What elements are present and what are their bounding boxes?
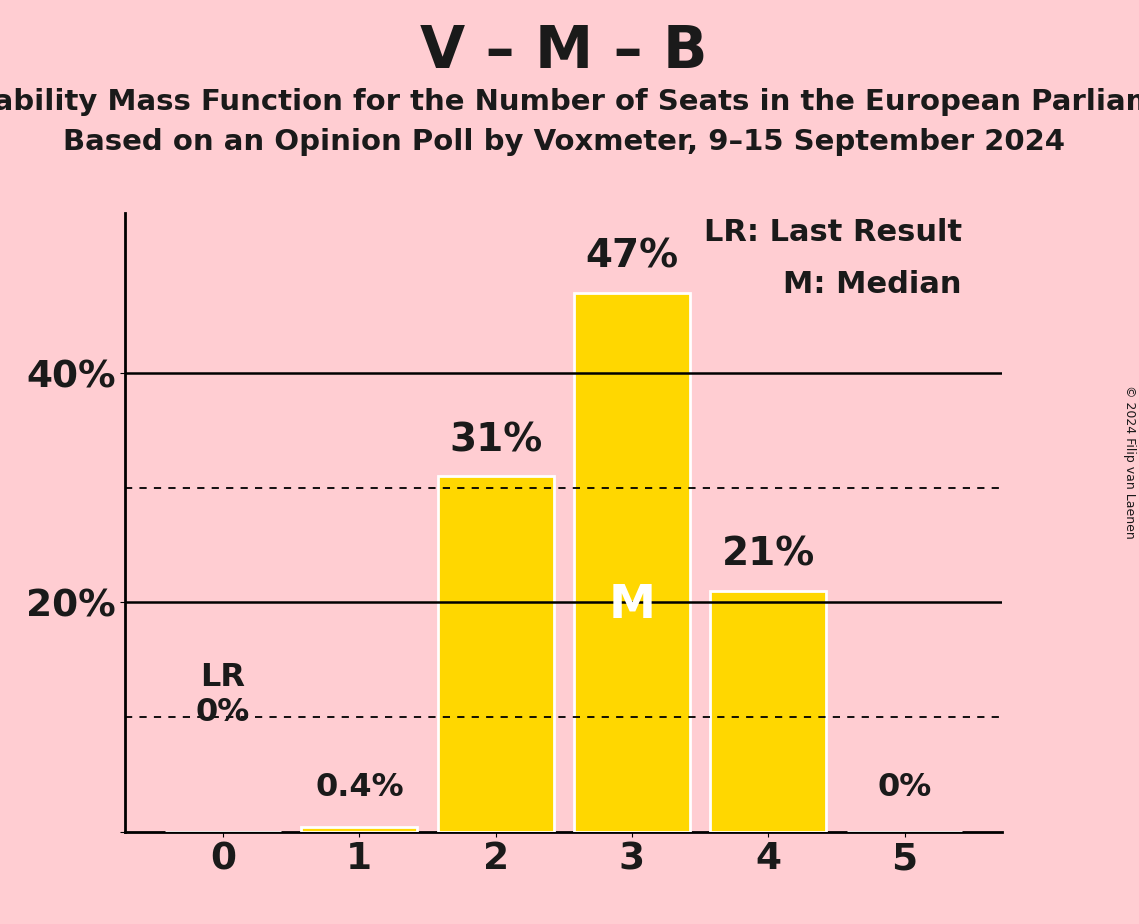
Text: LR: Last Result: LR: Last Result [704, 218, 961, 248]
Text: 47%: 47% [585, 237, 679, 275]
Bar [711, 590, 826, 832]
Text: M: M [608, 583, 655, 627]
Bar [574, 293, 690, 832]
Text: 31%: 31% [449, 421, 542, 459]
Text: Probability Mass Function for the Number of Seats in the European Parliament: Probability Mass Function for the Number… [0, 88, 1139, 116]
Bar [437, 476, 554, 832]
Text: © 2024 Filip van Laenen: © 2024 Filip van Laenen [1123, 385, 1137, 539]
Text: LR
0%: LR 0% [196, 662, 251, 728]
Text: M: Median: M: Median [784, 270, 961, 298]
Bar [302, 827, 417, 832]
Text: 21%: 21% [722, 536, 814, 574]
Text: 0%: 0% [877, 772, 932, 803]
Text: Based on an Opinion Poll by Voxmeter, 9–15 September 2024: Based on an Opinion Poll by Voxmeter, 9–… [63, 128, 1065, 155]
Text: V – M – B: V – M – B [420, 23, 707, 80]
Text: 0.4%: 0.4% [316, 772, 403, 803]
